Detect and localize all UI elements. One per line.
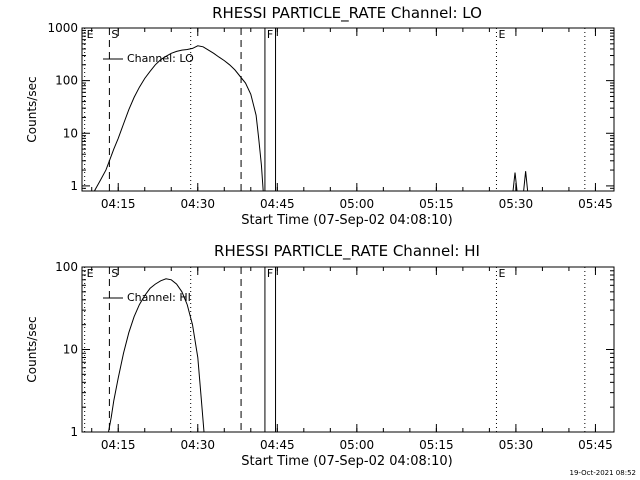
plot-area-hi: 04:15 04:30 04:45 05:00 05:15 05:30 05:45 1 10 10… [55, 260, 615, 452]
y-tick-label: 10 [63, 126, 78, 140]
y-tick-label: 100 [55, 74, 78, 88]
x-tick-label: 04:15 [101, 438, 136, 452]
legend-label: Channel: HI [127, 291, 191, 304]
event-marker-label: E [498, 28, 505, 41]
event-marker-label: F [267, 28, 273, 41]
x-tick-label: 05:30 [499, 197, 534, 211]
y-tick-label: 100 [55, 260, 78, 274]
y-tick-label: 1000 [47, 21, 78, 35]
x-tick-label: 05:15 [419, 438, 454, 452]
x-tick-label: 04:30 [180, 197, 215, 211]
event-marker-label: E [87, 28, 94, 41]
y-axis-label: Counts/sec [25, 76, 39, 142]
x-tick-label: 05:00 [340, 438, 375, 452]
y-tick-label: 1 [70, 425, 78, 439]
series-spike [523, 171, 529, 192]
y-axis-label-group: Counts/sec [25, 76, 39, 142]
x-axis-label: Start Time (07-Sep-02 04:08:10) [241, 454, 452, 469]
x-tick-label: 05:45 [578, 438, 613, 452]
series-spike [512, 172, 518, 192]
legend-label: Channel: LO [127, 52, 194, 65]
series-line [93, 45, 264, 192]
chart-panel-lo: RHESSI PARTICLE_RATE Channel: LO Counts/… [25, 4, 615, 228]
x-tick-label: 05:15 [419, 197, 454, 211]
x-tick-label: 05:30 [499, 438, 534, 452]
x-axis-label: Start Time (07-Sep-02 04:08:10) [241, 213, 452, 228]
chart-title: RHESSI PARTICLE_RATE Channel: LO [212, 4, 482, 23]
series-line [108, 278, 205, 433]
event-marker-label: E [498, 267, 505, 280]
x-tick-label: 04:30 [180, 438, 215, 452]
event-marker-label: S [111, 28, 118, 41]
footer-timestamp: 19-Oct-2021 08:52 [570, 469, 636, 477]
chart-panel-hi: RHESSI PARTICLE_RATE Channel: HI Counts/… [25, 242, 615, 469]
x-tick-label: 05:45 [578, 197, 613, 211]
chart-title: RHESSI PARTICLE_RATE Channel: HI [214, 242, 480, 261]
y-tick-label: 10 [63, 343, 78, 357]
plot-area-lo: 04:15 04:30 04:45 05:00 05:15 05:30 05:45 1 10 10… [47, 21, 615, 211]
x-tick-label: 05:00 [340, 197, 375, 211]
x-tick-label: 04:45 [260, 197, 295, 211]
event-marker-label: E [87, 267, 94, 280]
event-marker-label: S [111, 267, 118, 280]
event-marker-label: F [267, 267, 273, 280]
y-axis-label: Counts/sec [25, 316, 39, 382]
x-tick-label: 04:15 [101, 197, 136, 211]
y-tick-label: 1 [70, 179, 78, 193]
x-tick-label: 04:45 [260, 438, 295, 452]
plot-frame [81, 27, 615, 192]
y-axis-label-group: Counts/sec [25, 316, 39, 382]
